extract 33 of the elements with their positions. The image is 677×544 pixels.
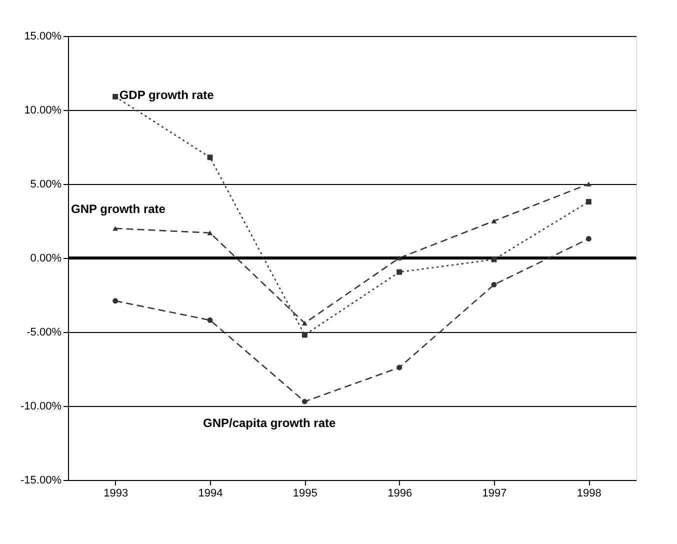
y-tick-label: -15.00% [20, 474, 62, 486]
x-tick-label: 1994 [198, 488, 223, 500]
y-tick-label: -5.00% [26, 326, 62, 338]
annotation: GNP growth rate [71, 202, 166, 216]
point [207, 317, 213, 323]
point [586, 236, 592, 242]
point [302, 398, 308, 404]
point [396, 256, 402, 260]
point [491, 218, 497, 224]
x-tick-label: 1995 [292, 488, 318, 500]
point [491, 256, 497, 262]
point [586, 199, 592, 204]
point [302, 332, 308, 338]
point [302, 320, 308, 326]
x-tick-label: 1998 [576, 488, 602, 500]
x-tick-label: 1993 [104, 488, 128, 500]
point [396, 269, 402, 275]
x-tick-label: 1996 [388, 488, 412, 500]
point [396, 364, 402, 370]
annotation: GDP growth rate [119, 88, 214, 102]
annotation: GNP/capita growth rate [203, 416, 336, 430]
y-tick-label: 5.00% [30, 178, 62, 190]
y-tick-label: 15.00% [24, 30, 62, 42]
point [491, 282, 497, 288]
point [207, 154, 213, 160]
y-tick-label: 10.00% [24, 104, 62, 116]
point [112, 298, 118, 304]
y-tick-label: -10.00% [20, 400, 62, 412]
point [586, 182, 592, 186]
x-tick-label: 1997 [482, 488, 507, 500]
point [112, 94, 118, 100]
y-tick-label: 0.00% [30, 252, 62, 264]
point [112, 226, 118, 231]
